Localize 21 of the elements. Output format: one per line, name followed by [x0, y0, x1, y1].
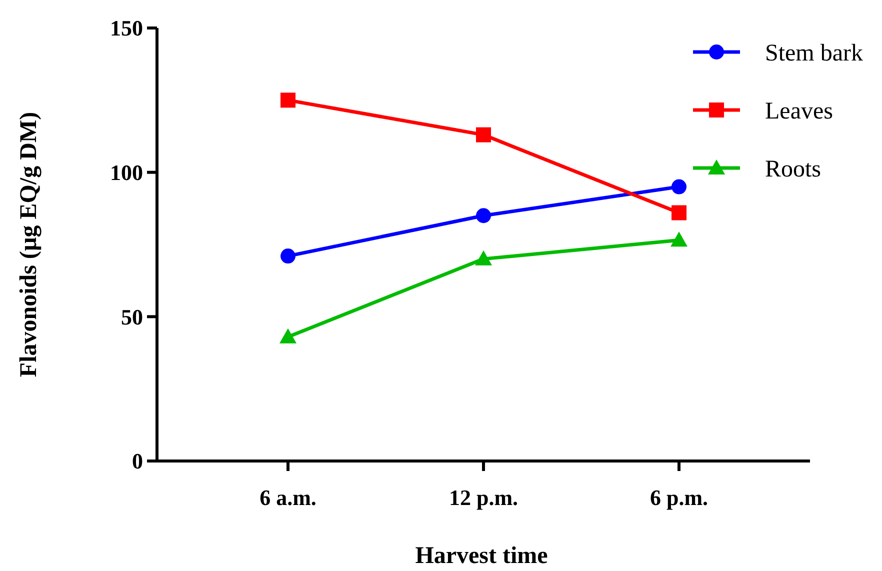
x-tick-label: 6 a.m.	[260, 485, 316, 510]
point	[672, 179, 687, 194]
y-tick-label: 150	[110, 16, 143, 41]
point	[279, 328, 296, 344]
legend-label: Leaves	[765, 98, 833, 124]
point	[476, 127, 491, 142]
legend-label: Roots	[765, 156, 822, 182]
point	[670, 232, 688, 247]
x-axis-title: Harvest time	[415, 543, 548, 569]
legend-label: Stem bark	[765, 40, 863, 66]
y-tick-label: 0	[132, 448, 143, 474]
point	[280, 248, 296, 264]
point	[475, 250, 492, 266]
y-axis-title: Flavonoids (µg EQ/g DM)	[16, 112, 42, 378]
point	[672, 205, 687, 220]
y-tick-label: 50	[121, 304, 143, 330]
x-tick-label: 6 p.m.	[650, 485, 708, 510]
y-tick-label: 100	[110, 160, 143, 186]
point	[476, 208, 491, 224]
point	[280, 92, 296, 108]
x-tick-label: 12 p.m.	[448, 485, 518, 510]
